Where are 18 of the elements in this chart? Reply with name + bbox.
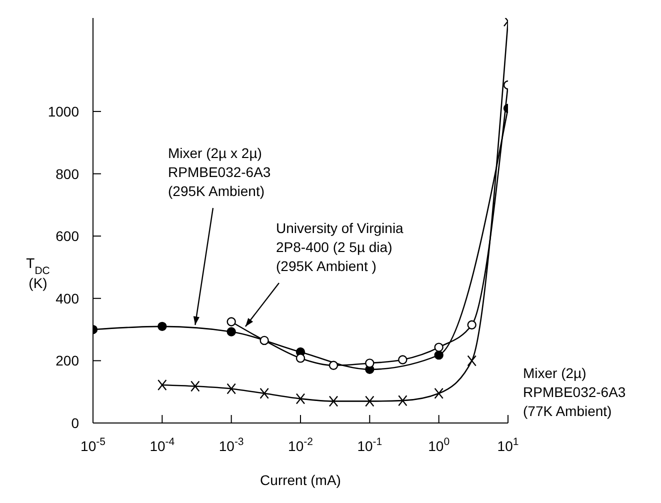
x-tick-label: 10$^{-2}$ (288, 436, 314, 454)
x-tick-label: 10$^{-4}$ (150, 436, 175, 454)
annotation: Mixer (2µ x 2µ) RPMBE032-6A3 (295K Ambient) (168, 145, 271, 199)
y-tick-label: 1000 (48, 103, 80, 120)
text: Mixer (2µ) RPMBE032-6A3 (77K Ambient) (523, 365, 626, 419)
x-tick-label: 10$^{1}$ (497, 436, 519, 454)
x-tick-label: 10$^{-3}$ (218, 436, 244, 454)
y-axis-title: T$_{DC}$ (K) (26, 255, 50, 291)
y-tick-label: 400 (56, 290, 80, 306)
annotation: University of Virginia 2P8-400 (2 5µ dia) (295K Ambient ) (276, 220, 404, 274)
x-axis-title: Current (mA) (260, 472, 341, 488)
x-tick-label: 10$^{0}$ (428, 436, 450, 454)
y-tick-label: 200 (56, 352, 80, 369)
x-tick-label: 10$^{-1}$ (357, 436, 382, 454)
y-tick-label: 800 (56, 166, 80, 182)
y-tick-label: 0 (71, 415, 80, 431)
y-tick-label: 600 (56, 228, 80, 244)
x-tick-label: 10$^{-5}$ (80, 436, 106, 454)
